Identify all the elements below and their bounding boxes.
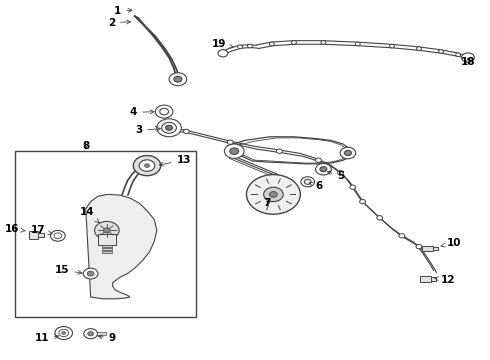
Circle shape	[350, 185, 356, 189]
Circle shape	[462, 53, 474, 62]
Circle shape	[466, 56, 470, 59]
Circle shape	[220, 51, 225, 55]
Polygon shape	[86, 194, 157, 299]
Bar	[422, 246, 433, 251]
Circle shape	[55, 327, 73, 339]
Bar	[431, 277, 436, 281]
Circle shape	[59, 329, 69, 337]
Text: 4: 4	[130, 107, 154, 117]
Circle shape	[276, 149, 282, 153]
Circle shape	[183, 129, 189, 134]
Circle shape	[224, 144, 244, 158]
Circle shape	[174, 76, 182, 82]
Text: 10: 10	[441, 238, 462, 248]
Circle shape	[169, 73, 187, 86]
Bar	[420, 276, 431, 282]
Circle shape	[238, 45, 243, 49]
Text: 11: 11	[34, 333, 59, 343]
Bar	[15, 151, 196, 317]
Circle shape	[83, 268, 98, 279]
Circle shape	[292, 41, 296, 44]
Circle shape	[62, 332, 66, 334]
Circle shape	[87, 271, 94, 276]
Circle shape	[270, 42, 274, 46]
Bar	[38, 233, 44, 237]
Circle shape	[162, 122, 176, 133]
Circle shape	[340, 147, 356, 159]
Circle shape	[54, 233, 62, 239]
Circle shape	[88, 332, 94, 336]
Text: 19: 19	[212, 39, 233, 49]
Text: 15: 15	[55, 265, 82, 275]
Circle shape	[145, 164, 149, 167]
Circle shape	[246, 175, 300, 214]
Text: 18: 18	[461, 57, 475, 67]
Circle shape	[355, 42, 360, 46]
Bar	[98, 234, 116, 245]
Circle shape	[316, 158, 321, 162]
Circle shape	[320, 167, 327, 172]
Text: 1: 1	[114, 6, 132, 16]
Circle shape	[416, 244, 422, 249]
Circle shape	[139, 160, 155, 171]
Text: 5: 5	[327, 171, 344, 181]
Circle shape	[247, 44, 252, 48]
Bar	[102, 248, 112, 250]
Circle shape	[166, 125, 172, 130]
Circle shape	[270, 192, 277, 197]
Circle shape	[103, 228, 110, 233]
Text: 6: 6	[309, 181, 323, 191]
Bar	[433, 247, 438, 250]
Circle shape	[377, 216, 383, 220]
Text: 14: 14	[80, 207, 99, 222]
Circle shape	[344, 150, 351, 156]
Circle shape	[218, 50, 228, 57]
Circle shape	[84, 329, 98, 339]
Circle shape	[301, 177, 315, 187]
Circle shape	[133, 156, 161, 176]
Circle shape	[160, 108, 169, 115]
Text: 17: 17	[31, 225, 52, 235]
Circle shape	[456, 53, 461, 57]
Circle shape	[304, 179, 311, 184]
Circle shape	[390, 44, 394, 48]
Circle shape	[155, 105, 173, 118]
Circle shape	[399, 234, 405, 238]
Circle shape	[227, 140, 233, 144]
Circle shape	[439, 50, 443, 53]
Bar	[102, 251, 112, 253]
Bar	[97, 332, 106, 335]
Text: 3: 3	[135, 125, 160, 135]
Circle shape	[316, 163, 331, 175]
Text: 2: 2	[108, 18, 130, 28]
Circle shape	[95, 221, 119, 239]
Bar	[102, 245, 112, 247]
Text: 12: 12	[435, 275, 456, 285]
Circle shape	[50, 230, 65, 241]
Circle shape	[230, 148, 239, 154]
Circle shape	[321, 41, 326, 44]
Text: 13: 13	[159, 155, 191, 166]
Bar	[29, 231, 38, 239]
Text: 7: 7	[263, 198, 271, 208]
Circle shape	[360, 199, 366, 204]
Circle shape	[416, 47, 421, 50]
Circle shape	[157, 119, 181, 137]
Circle shape	[338, 171, 343, 175]
Circle shape	[264, 187, 283, 202]
Text: 16: 16	[5, 224, 25, 234]
Text: 8: 8	[82, 141, 89, 151]
Text: 9: 9	[98, 333, 116, 343]
